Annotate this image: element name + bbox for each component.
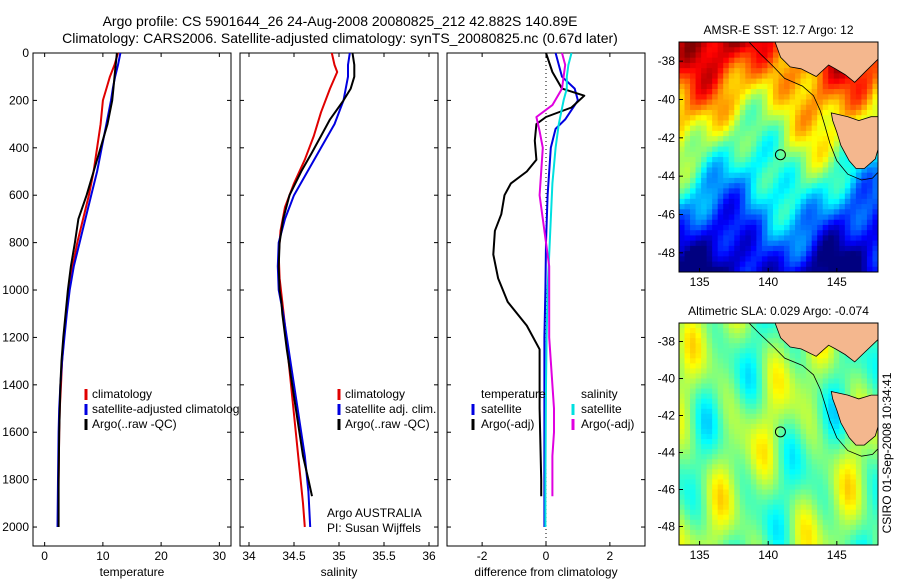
x-tick-label: -2 [477,549,488,563]
sla-map: Altimetric SLA: 0.029 Argo: -0.074 135 140… [658,304,879,562]
maps-layer: AMSR-E SST: 12.7 Argo: 12 135 140 145 -38 -40… [658,23,879,562]
x-tick-label: 20 [154,549,168,563]
sst-map: AMSR-E SST: 12.7 Argo: 12 135 140 145 -38 -40… [658,23,879,289]
y-tick-label: -42 [658,409,676,423]
plot-title-line1: Argo profile: CS 5901644_26 24-Aug-2008 … [102,13,578,29]
legend-entry: Argo(-adj) [481,417,534,431]
land-tasmania [830,112,878,169]
x-tick-label: 35 [332,549,346,563]
legend-entry: satellite adj. clim. [345,402,436,416]
y-tick-label: 1800 [2,473,29,487]
y-tick-label: 200 [9,93,29,107]
legend-entry: Argo(..raw -QC) [345,417,430,431]
map-frame [678,322,879,546]
plot-frame [32,52,232,547]
map-frame [678,41,879,273]
y-tick-label: -44 [658,446,676,460]
map-field [679,323,878,545]
legend-heading: temperature [481,387,546,401]
x-tick-label: 145 [827,548,847,562]
y-tick-label: -40 [658,372,676,386]
map-title: AMSR-E SST: 12.7 Argo: 12 [703,23,853,37]
land-mainland [774,323,878,363]
x-axis-label: temperature [100,565,165,579]
map-title: Altimetric SLA: 0.029 Argo: -0.074 [688,304,869,318]
x-tick-label: 140 [758,548,778,562]
legend-entry: climatology [345,387,405,401]
float-position-marker [774,426,786,438]
y-tick-label: 0 [22,46,29,60]
series-line-salinity-argo-adj- [535,52,567,497]
legend-entry: satellite [481,402,522,416]
x-tick-label: 140 [758,275,778,289]
x-tick-label: 34.5 [282,549,306,563]
y-tick-label: 600 [9,188,29,202]
shelf-contour [748,42,878,181]
x-tick-label: 2 [607,549,614,563]
x-axis-label: difference from climatology [474,565,617,579]
y-tick-label: -46 [658,208,676,222]
y-tick-label: 2000 [2,520,29,534]
x-tick-label: 135 [690,548,710,562]
x-tick-label: 30 [213,549,227,563]
y-tick-label: -42 [658,131,676,145]
y-tick-label: 1400 [2,378,29,392]
legend-entry: Argo(-adj) [581,417,634,431]
series-line-temperature-satellite [543,52,579,527]
shelf-contour [748,323,878,457]
legend-entry: satellite-adjusted climatology [92,402,245,416]
series-line-argo-raw-qc- [57,52,118,527]
panel-annotation: PI: Susan Wijffels [327,521,421,535]
y-tick-label: 1200 [2,330,29,344]
profiles-layer: 0 10 20 30020040060080010001200140016001800… [2,46,646,579]
profile-panel-1: 0 10 20 30 0 200 400 600 800 1000 1200 1400 1600 1800… [2,46,245,579]
y-tick-label: -44 [658,169,676,183]
legend-entry: climatology [92,387,152,401]
series-line-temperature-argo-adj- [492,52,586,497]
y-tick-label: -38 [658,335,676,349]
y-tick-label: 1000 [2,283,29,297]
y-tick-label: 800 [9,236,29,250]
x-tick-label: 10 [96,549,110,563]
series-line-argo-raw-qc- [277,52,356,497]
land-tasmania [830,390,878,446]
y-tick-label: -46 [658,483,676,497]
panel-annotation: Argo AUSTRALIA [327,506,422,520]
plot-title-line2: Climatology: CARS2006. Satellite-adjuste… [62,30,618,46]
map-field [679,42,878,272]
y-tick-label: 400 [9,141,29,155]
x-axis-label: salinity [321,565,358,579]
land-mainland [774,42,878,83]
legend-entry: satellite [581,402,622,416]
y-tick-label: -48 [658,246,676,260]
x-tick-label: 145 [827,275,847,289]
x-tick-label: 36 [422,549,436,563]
x-tick-label: 0 [543,549,550,563]
x-tick-label: 135 [690,275,710,289]
float-position-marker [774,149,786,161]
y-tick-label: -48 [658,520,676,534]
series-line-salinity-satellite [544,52,573,527]
profile-panel-2: 34 34.5 35 35.5 36 salinity climatologysatelli… [239,52,439,579]
x-tick-label: 34 [242,549,256,563]
legend-entry: Argo(..raw -QC) [92,417,177,431]
timestamp-label: CSIRO 01-Sep-2008 10:34:41 [880,372,894,533]
y-tick-label: -38 [658,54,676,68]
legend-heading: salinity [581,387,618,401]
plot-frame [239,52,439,547]
x-tick-label: 35.5 [372,549,396,563]
x-tick-label: 0 [41,549,48,563]
profile-panel-3: -2 0 2 difference from climatology temperatu… [446,52,646,579]
y-tick-label: -40 [658,93,676,107]
y-tick-label: 1600 [2,425,29,439]
